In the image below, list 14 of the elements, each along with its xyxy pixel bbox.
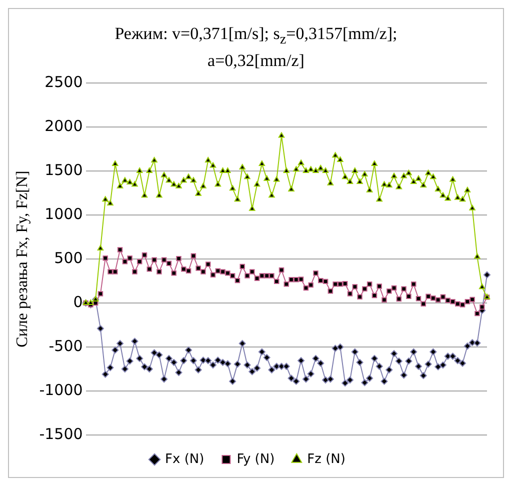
y-tick-label: 2000 — [44, 117, 83, 136]
chart-title: Режим: v=0,371[m/s]; s$_{z}$=0,3157[mm/z]; a=0,32[mm/z] — [114, 23, 398, 72]
y-tick-label: 0 — [73, 293, 83, 312]
y-tick-label: 1000 — [44, 205, 83, 224]
legend-label: Fx (N) — [165, 452, 204, 468]
legend-label: Fy (N) — [236, 452, 275, 468]
y-axis-title: Силе резања Fx, Fy, Fz[N] — [14, 171, 31, 348]
y-tick-label: 2500 — [44, 73, 83, 92]
legend-label: Fz (N) — [307, 452, 346, 468]
y-tick-label: 1500 — [44, 161, 83, 180]
y-tick-label: -1500 — [39, 425, 83, 444]
y-tick-label: -500 — [48, 337, 83, 356]
y-tick-label: 500 — [54, 249, 83, 268]
y-tick-label: -1000 — [39, 381, 83, 400]
